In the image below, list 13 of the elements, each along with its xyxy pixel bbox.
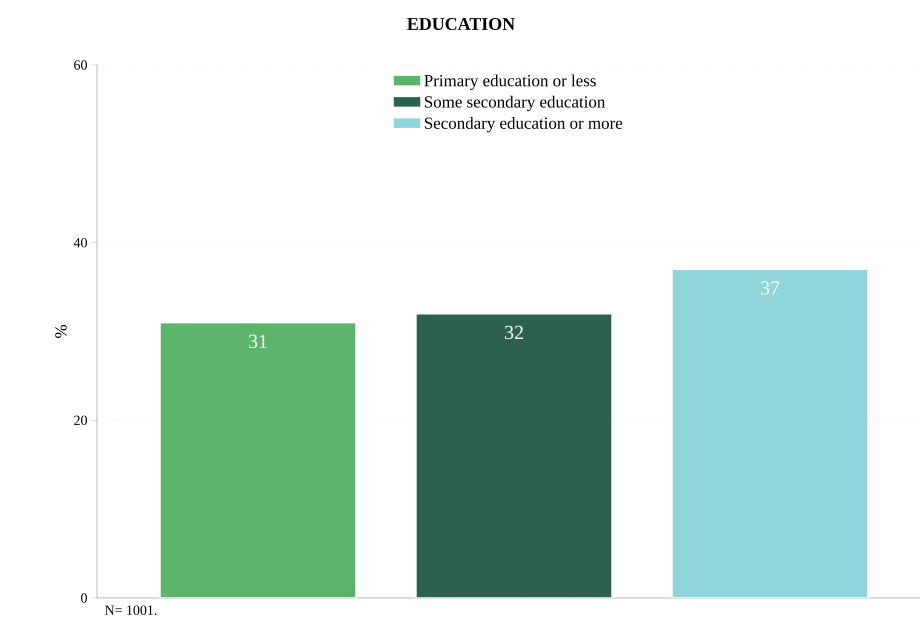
y-tick-label: 20 <box>74 416 87 426</box>
data-label: 37 <box>760 281 780 295</box>
legend-label: Secondary education or more <box>424 116 622 132</box>
y-axis-title: % <box>55 325 67 338</box>
legend-label: Some secondary education <box>424 96 606 112</box>
chart-title: EDUCATION <box>407 18 515 30</box>
data-label: 32 <box>505 326 523 340</box>
y-tick-label: 40 <box>74 238 87 248</box>
legend-label: Primary education or less <box>424 74 596 90</box>
data-label: 31 <box>249 334 267 348</box>
y-tick-label: 60 <box>74 60 87 70</box>
text: N= 1001. <box>104 606 156 615</box>
y-tick-label: 0 <box>81 593 87 603</box>
